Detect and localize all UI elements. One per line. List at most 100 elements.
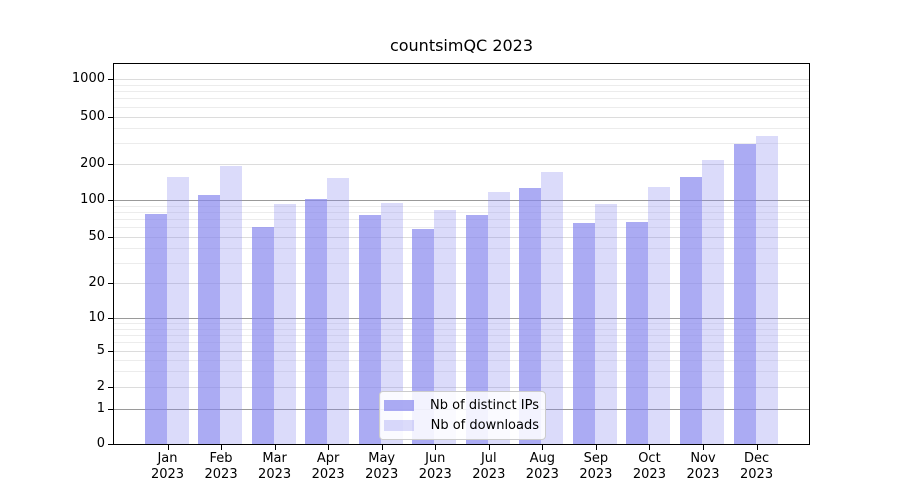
- y-tick-mark: [108, 387, 113, 388]
- bar-downloads-jun: [434, 209, 457, 444]
- gridline-minor: [114, 219, 809, 221]
- chart-title: countsimQC 2023: [389, 36, 534, 55]
- x-tick-label-oct: Oct 2023: [617, 451, 681, 483]
- gridline: [114, 79, 809, 80]
- x-tick-month: Dec: [743, 451, 770, 466]
- gridline-minor: [114, 84, 809, 86]
- bar-distinct-ips-jul: [465, 215, 488, 444]
- y-tick-mark: [108, 283, 113, 284]
- x-tick-label-mar: Mar 2023: [243, 451, 307, 483]
- bar-distinct-ips-dec: [733, 143, 756, 444]
- x-tick-month: Aug: [529, 451, 556, 466]
- x-tick-year: 2023: [525, 467, 559, 482]
- bar-distinct-ips-feb: [198, 195, 221, 444]
- x-tick-month: Jul: [480, 451, 497, 466]
- y-tick-mark: [108, 79, 113, 80]
- x-tick-year: 2023: [311, 467, 345, 482]
- gridline-minor: [114, 98, 809, 100]
- bars-layer: [114, 64, 809, 444]
- x-tick-year: 2023: [686, 467, 720, 482]
- y-tick-label: 20: [88, 275, 105, 290]
- bar-downloads-mar: [273, 203, 296, 444]
- legend-swatch-downloads-icon: [384, 420, 414, 431]
- y-tick-label: 50: [88, 229, 105, 244]
- gridline-minor: [114, 205, 809, 207]
- bar-distinct-ips-apr: [305, 199, 328, 444]
- legend: Nb of distinct IPs Nb of downloads: [379, 391, 546, 440]
- x-tick-year: 2023: [204, 467, 238, 482]
- x-tick-label-jul: Jul 2023: [457, 451, 521, 483]
- x-tick-month: Feb: [209, 451, 233, 466]
- x-tick-mark: [167, 445, 169, 450]
- bar-downloads-dec: [755, 135, 778, 444]
- bar-downloads-nov: [702, 160, 724, 444]
- legend-entry-distinct-ips: Nb of distinct IPs: [384, 398, 539, 413]
- legend-label-distinct-ips: Nb of distinct IPs: [430, 398, 539, 413]
- x-tick-mark: [328, 445, 330, 450]
- x-tick-mark: [703, 445, 704, 450]
- x-tick-month: May: [368, 451, 396, 466]
- plot-area: Nb of distinct IPs Nb of downloads: [113, 63, 810, 445]
- bar-distinct-ips-may: [358, 215, 381, 444]
- bar-distinct-ips-oct: [626, 222, 649, 444]
- y-tick-mark: [108, 409, 113, 410]
- y-tick-label: 2: [96, 379, 105, 394]
- bar-downloads-jul: [487, 191, 510, 444]
- bar-downloads-sep: [594, 204, 617, 444]
- gridline: [114, 164, 809, 165]
- gridline: [114, 283, 809, 284]
- y-tick-label: 0: [96, 436, 105, 451]
- bar-distinct-ips-sep: [572, 223, 595, 444]
- gridline-minor: [114, 211, 809, 213]
- x-tick-label-sep: Sep 2023: [564, 451, 628, 483]
- gridline-minor: [114, 328, 809, 330]
- y-tick-mark: [108, 318, 113, 319]
- y-tick-mark: [108, 351, 113, 352]
- gridline-minor: [114, 371, 809, 373]
- x-tick-mark: [221, 445, 223, 450]
- x-tick-year: 2023: [740, 467, 774, 482]
- gridline-major: [114, 200, 809, 201]
- gridline-minor: [114, 248, 809, 250]
- x-tick-month: Oct: [638, 451, 661, 466]
- gridline-minor: [114, 359, 809, 361]
- gridline: [114, 351, 809, 352]
- bar-downloads-apr: [327, 177, 350, 444]
- bar-downloads-feb: [220, 165, 243, 444]
- gridline-minor: [114, 323, 809, 325]
- gridline-minor: [114, 142, 809, 144]
- x-tick-label-feb: Feb 2023: [189, 451, 253, 483]
- y-tick-mark: [108, 164, 113, 165]
- x-tick-month: Apr: [316, 451, 340, 466]
- x-tick-label-nov: Nov 2023: [671, 451, 735, 483]
- legend-entry-downloads: Nb of downloads: [384, 418, 539, 433]
- y-tick-label: 500: [80, 108, 105, 124]
- x-tick-mark: [595, 445, 597, 450]
- gridline: [114, 387, 809, 388]
- gridline-minor: [114, 106, 809, 108]
- y-tick-label: 10: [88, 310, 105, 325]
- x-tick-year: 2023: [632, 467, 666, 482]
- x-tick-label-jan: Jan 2023: [136, 451, 200, 483]
- bar-distinct-ips-nov: [680, 177, 702, 444]
- x-tick-month: Jan: [157, 451, 178, 466]
- bar-distinct-ips-mar: [251, 227, 274, 444]
- y-tick-label: 5: [96, 343, 105, 358]
- bar-distinct-ips-jan: [144, 213, 167, 444]
- x-tick-month: Jun: [425, 451, 446, 466]
- y-tick-mark: [108, 200, 113, 201]
- x-tick-label-apr: Apr 2023: [296, 451, 360, 483]
- x-tick-year: 2023: [258, 467, 292, 482]
- bar-downloads-oct: [648, 187, 671, 444]
- y-tick-label: 1: [96, 401, 105, 416]
- gridline-major: [114, 318, 809, 319]
- gridline-minor: [114, 91, 809, 93]
- y-tick-label: 1000: [71, 71, 105, 86]
- x-tick-mark: [274, 445, 276, 450]
- x-tick-label-dec: Dec 2023: [725, 451, 789, 483]
- y-tick-label: 200: [80, 156, 105, 171]
- bar-downloads-aug: [541, 172, 564, 444]
- y-tick-mark: [108, 116, 113, 118]
- gridline-minor: [114, 334, 809, 336]
